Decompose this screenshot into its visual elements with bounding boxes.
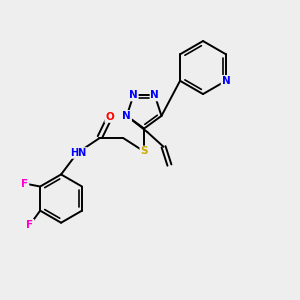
Text: HN: HN	[70, 148, 87, 158]
Text: F: F	[26, 220, 33, 230]
Text: O: O	[105, 112, 114, 122]
Text: N: N	[129, 91, 138, 100]
Text: N: N	[222, 76, 230, 86]
Text: F: F	[21, 178, 28, 189]
Text: N: N	[122, 111, 131, 121]
Text: N: N	[151, 91, 159, 100]
Text: S: S	[140, 146, 148, 157]
